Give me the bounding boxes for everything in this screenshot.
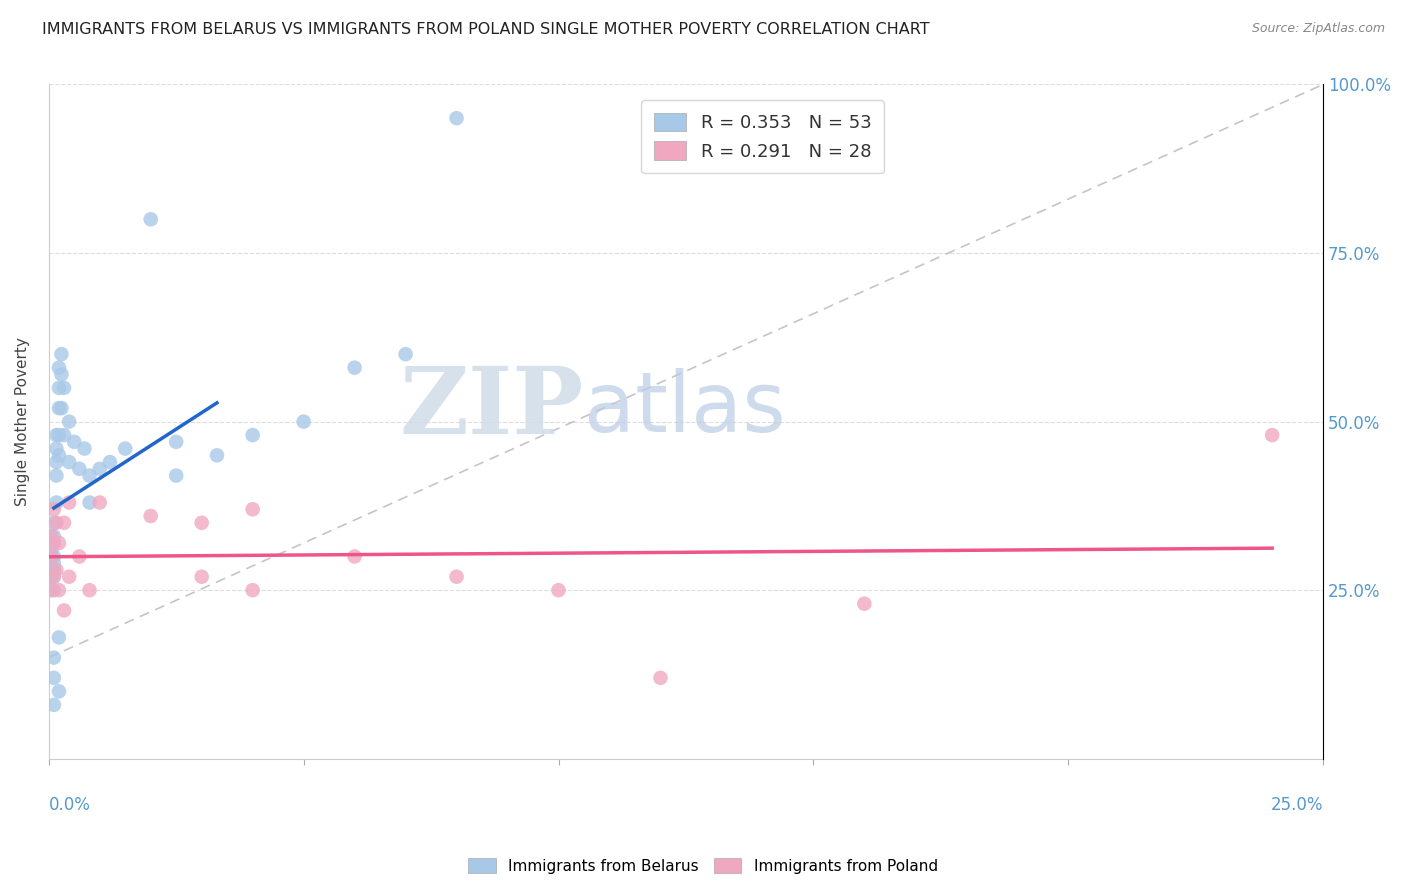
- Point: [58, 495, 80, 509]
- Point: [292, 415, 315, 429]
- Text: atlas: atlas: [583, 368, 786, 449]
- Point: [48, 448, 70, 462]
- Point: [79, 495, 101, 509]
- Point: [42, 502, 65, 516]
- Point: [45, 442, 67, 456]
- Legend: R = 0.353   N = 53, R = 0.291   N = 28: R = 0.353 N = 53, R = 0.291 N = 28: [641, 100, 884, 173]
- Legend: Immigrants from Belarus, Immigrants from Poland: Immigrants from Belarus, Immigrants from…: [463, 852, 943, 880]
- Point: [42, 698, 65, 712]
- Point: [53, 381, 76, 395]
- Point: [42, 583, 65, 598]
- Point: [853, 597, 876, 611]
- Point: [139, 508, 162, 523]
- Point: [190, 516, 212, 530]
- Point: [45, 563, 67, 577]
- Point: [1261, 428, 1284, 442]
- Point: [48, 381, 70, 395]
- Point: [98, 455, 121, 469]
- Point: [114, 442, 136, 456]
- Y-axis label: Single Mother Poverty: Single Mother Poverty: [15, 337, 30, 506]
- Point: [39, 542, 62, 557]
- Point: [42, 570, 65, 584]
- Point: [42, 570, 65, 584]
- Point: [42, 650, 65, 665]
- Point: [48, 684, 70, 698]
- Point: [42, 549, 65, 564]
- Point: [547, 583, 569, 598]
- Point: [39, 549, 62, 564]
- Point: [89, 462, 111, 476]
- Point: [39, 549, 62, 564]
- Point: [39, 570, 62, 584]
- Point: [39, 583, 62, 598]
- Point: [190, 570, 212, 584]
- Point: [89, 495, 111, 509]
- Point: [42, 671, 65, 685]
- Point: [51, 368, 73, 382]
- Point: [58, 455, 80, 469]
- Point: [42, 556, 65, 570]
- Point: [39, 529, 62, 543]
- Point: [205, 448, 228, 462]
- Point: [165, 468, 187, 483]
- Point: [242, 583, 264, 598]
- Text: 25.0%: 25.0%: [1271, 796, 1323, 814]
- Point: [48, 360, 70, 375]
- Point: [51, 347, 73, 361]
- Point: [139, 212, 162, 227]
- Point: [73, 442, 96, 456]
- Point: [39, 529, 62, 543]
- Point: [42, 536, 65, 550]
- Point: [446, 111, 468, 125]
- Point: [165, 434, 187, 449]
- Point: [45, 468, 67, 483]
- Point: [343, 360, 366, 375]
- Point: [42, 516, 65, 530]
- Point: [39, 563, 62, 577]
- Point: [242, 428, 264, 442]
- Point: [67, 462, 90, 476]
- Point: [45, 428, 67, 442]
- Point: [53, 603, 76, 617]
- Text: ZIP: ZIP: [399, 363, 583, 453]
- Point: [446, 570, 468, 584]
- Text: 0.0%: 0.0%: [49, 796, 90, 814]
- Point: [79, 583, 101, 598]
- Point: [45, 455, 67, 469]
- Point: [242, 502, 264, 516]
- Point: [42, 536, 65, 550]
- Point: [63, 434, 86, 449]
- Point: [58, 570, 80, 584]
- Point: [42, 529, 65, 543]
- Point: [394, 347, 416, 361]
- Point: [45, 516, 67, 530]
- Point: [45, 495, 67, 509]
- Point: [79, 468, 101, 483]
- Point: [48, 583, 70, 598]
- Point: [67, 549, 90, 564]
- Point: [58, 415, 80, 429]
- Point: [343, 549, 366, 564]
- Point: [650, 671, 672, 685]
- Point: [42, 563, 65, 577]
- Point: [48, 536, 70, 550]
- Point: [48, 428, 70, 442]
- Text: IMMIGRANTS FROM BELARUS VS IMMIGRANTS FROM POLAND SINGLE MOTHER POVERTY CORRELAT: IMMIGRANTS FROM BELARUS VS IMMIGRANTS FR…: [42, 22, 929, 37]
- Point: [48, 401, 70, 416]
- Point: [53, 516, 76, 530]
- Text: Source: ZipAtlas.com: Source: ZipAtlas.com: [1251, 22, 1385, 36]
- Point: [48, 631, 70, 645]
- Point: [51, 401, 73, 416]
- Point: [53, 428, 76, 442]
